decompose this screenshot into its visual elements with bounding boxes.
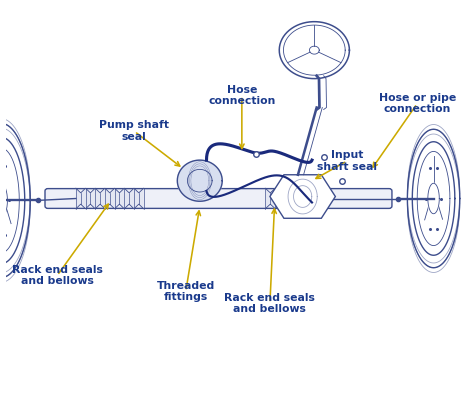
Polygon shape (177, 160, 222, 201)
Text: Rack end seals
and bellows: Rack end seals and bellows (12, 265, 102, 287)
Text: Input
shaft seal: Input shaft seal (317, 150, 377, 172)
Polygon shape (270, 175, 336, 218)
Polygon shape (265, 188, 326, 209)
Polygon shape (412, 142, 455, 255)
Text: Rack end seals
and bellows: Rack end seals and bellows (225, 293, 315, 314)
Text: Hose or pipe
connection: Hose or pipe connection (379, 93, 456, 114)
Text: Threaded
fittings: Threaded fittings (156, 281, 215, 302)
Text: Pump shaft
seal: Pump shaft seal (100, 120, 169, 142)
Text: Hose
connection: Hose connection (208, 85, 275, 106)
Polygon shape (416, 148, 452, 249)
Polygon shape (0, 144, 21, 257)
Polygon shape (0, 137, 25, 264)
Polygon shape (428, 183, 439, 214)
Polygon shape (310, 46, 319, 54)
Polygon shape (76, 188, 144, 209)
Polygon shape (0, 183, 8, 218)
FancyBboxPatch shape (45, 189, 392, 208)
